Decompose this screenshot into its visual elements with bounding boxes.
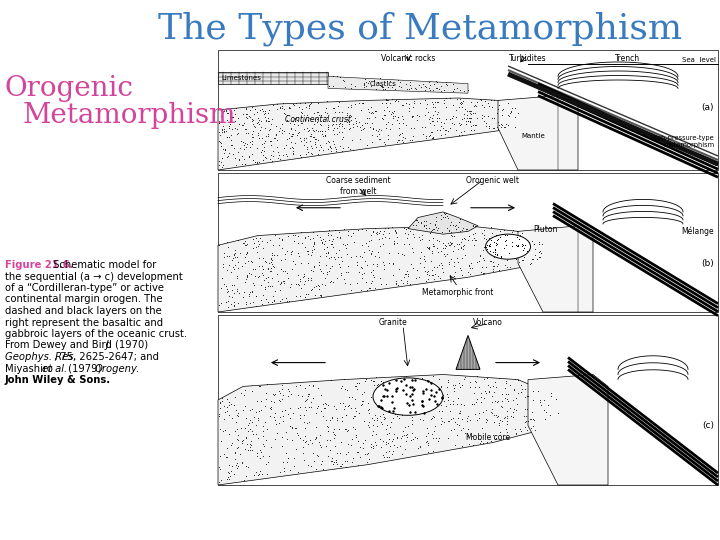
Text: Orogenic welt: Orogenic welt <box>467 176 520 185</box>
Text: from welt: from welt <box>340 187 377 196</box>
Text: Trench: Trench <box>616 53 641 63</box>
Polygon shape <box>498 96 578 170</box>
Text: Pluton: Pluton <box>533 225 557 234</box>
Text: J.: J. <box>106 341 112 350</box>
Text: Coarse sediment: Coarse sediment <box>325 176 390 185</box>
Text: Volcanic rocks: Volcanic rocks <box>381 53 435 63</box>
Bar <box>218 315 718 485</box>
Text: the sequential (a → c) development: the sequential (a → c) development <box>5 272 183 281</box>
Ellipse shape <box>485 234 531 259</box>
Text: (c): (c) <box>702 421 714 430</box>
Text: Orogeny.: Orogeny. <box>95 363 140 374</box>
Polygon shape <box>528 375 608 485</box>
Text: Mobile core: Mobile core <box>466 433 510 442</box>
Text: Granite: Granite <box>379 319 408 327</box>
Polygon shape <box>408 212 478 234</box>
Text: Volcano: Volcano <box>473 319 503 327</box>
Text: continental margin orogen. The: continental margin orogen. The <box>5 294 163 305</box>
Text: right represent the basaltic and: right represent the basaltic and <box>5 318 163 327</box>
Text: Orogenic: Orogenic <box>5 75 134 102</box>
Text: (b): (b) <box>701 259 714 268</box>
Text: (1979): (1979) <box>65 363 104 374</box>
Text: Mélange: Mélange <box>681 227 714 236</box>
Text: Turbidites: Turbidites <box>509 53 546 63</box>
Text: The Types of Metamorphism: The Types of Metamorphism <box>158 12 682 46</box>
Text: of a “Cordilleran-type” or active: of a “Cordilleran-type” or active <box>5 283 164 293</box>
Text: High-pressure-type
metamorphism: High-pressure-type metamorphism <box>650 136 714 148</box>
Text: Geophys. Res.: Geophys. Res. <box>5 352 76 362</box>
Text: Limestones: Limestones <box>221 75 261 80</box>
Ellipse shape <box>373 378 443 415</box>
Text: Schematic model for: Schematic model for <box>50 260 156 270</box>
Bar <box>218 72 328 84</box>
Text: Miyashiro: Miyashiro <box>5 363 56 374</box>
Text: Continental crust: Continental crust <box>285 115 351 124</box>
Text: , 75, 2625-2647; and: , 75, 2625-2647; and <box>54 352 158 362</box>
Polygon shape <box>456 335 480 369</box>
Polygon shape <box>218 98 518 170</box>
Text: Metamorphism: Metamorphism <box>23 102 236 129</box>
Text: John Wiley & Sons.: John Wiley & Sons. <box>5 375 111 385</box>
Bar <box>218 173 718 312</box>
Polygon shape <box>218 375 558 485</box>
Polygon shape <box>218 226 543 312</box>
Text: Sea  level: Sea level <box>682 57 716 63</box>
Polygon shape <box>518 226 593 312</box>
Text: et al.: et al. <box>42 363 68 374</box>
Text: gabbroic layers of the oceanic crust.: gabbroic layers of the oceanic crust. <box>5 329 187 339</box>
Text: Figure 21.6.: Figure 21.6. <box>5 260 73 270</box>
Text: From Dewey and Bird (1970): From Dewey and Bird (1970) <box>5 341 151 350</box>
Text: (a): (a) <box>701 103 714 112</box>
Bar <box>218 50 718 170</box>
Text: Metamorphic front: Metamorphic front <box>423 288 494 298</box>
Text: Mantle: Mantle <box>521 133 545 139</box>
Text: dashed and black layers on the: dashed and black layers on the <box>5 306 162 316</box>
Polygon shape <box>328 76 468 93</box>
Text: Clastics: Clastics <box>369 80 397 86</box>
